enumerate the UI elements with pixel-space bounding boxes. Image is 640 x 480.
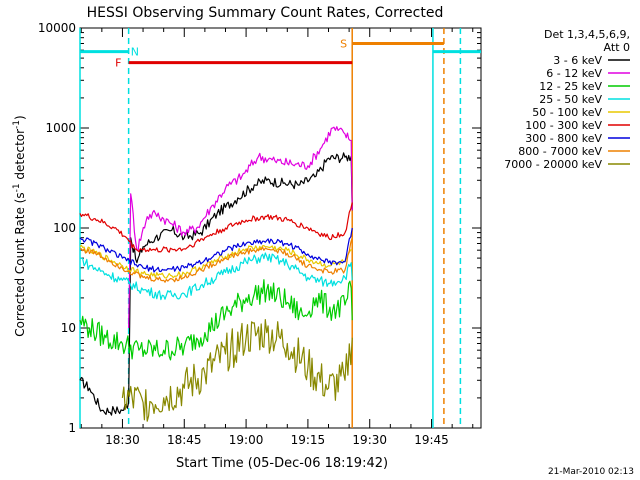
- y-axis-label-exp1: -1: [12, 183, 22, 192]
- x-tick-label: 18:30: [105, 433, 140, 447]
- legend-label: 100 - 300 keV: [525, 119, 602, 132]
- series-line: [79, 252, 353, 301]
- series-line: [79, 152, 353, 416]
- legend-label: 800 - 7000 keV: [518, 145, 602, 158]
- y-tick-label: 100: [53, 221, 76, 235]
- state-flag-label: N: [131, 46, 139, 59]
- series-line: [79, 237, 353, 283]
- x-axis-label: Start Time (05-Dec-06 18:19:42): [176, 456, 388, 471]
- footer-timestamp: 21-Mar-2010 02:13: [548, 467, 634, 477]
- legend-label: 25 - 50 keV: [539, 93, 602, 106]
- y-axis-label: Corrected Count Rate (s-1 detector-1): [12, 115, 27, 336]
- series-line: [128, 126, 353, 329]
- x-tick-label: 18:45: [167, 433, 202, 447]
- legend-label: 12 - 25 keV: [539, 80, 602, 93]
- series-line: [121, 319, 353, 422]
- x-tick-label: 19:00: [229, 433, 264, 447]
- series-line: [79, 202, 353, 253]
- y-tick-label: 10: [61, 321, 76, 335]
- y-tick-label: 1000: [45, 121, 76, 135]
- legend-label: 3 - 6 keV: [553, 54, 602, 67]
- state-flag-label: F: [115, 57, 121, 70]
- state-flag-label: S: [340, 37, 347, 50]
- x-tick-label: 19:30: [352, 433, 387, 447]
- y-tick-label: 10000: [38, 21, 76, 35]
- legend-label: 6 - 12 keV: [546, 67, 602, 80]
- chart-title: HESSI Observing Summary Count Rates, Cor…: [87, 5, 444, 21]
- series-line: [79, 279, 353, 361]
- x-tick-label: 19:15: [291, 433, 326, 447]
- legend-label: 7000 - 20000 keV: [504, 158, 602, 171]
- series-line: [79, 244, 353, 279]
- y-axis-label-exp2: -1: [12, 120, 22, 129]
- legend-label: 300 - 800 keV: [525, 132, 602, 145]
- y-axis-label-main: Corrected Count Rate (s: [13, 192, 27, 336]
- y-tick-label: 1: [68, 421, 76, 435]
- legend-title-line2: Att 0: [604, 41, 630, 54]
- series-line: [79, 227, 353, 273]
- plot-area: 1 10 100 1000 10000 18:30 18:45 19:00 19:15 19:30…: [38, 21, 630, 447]
- legend-title-line1: Det 1,3,4,5,6,9,: [544, 28, 630, 41]
- x-tick-label: 19:45: [414, 433, 449, 447]
- y-axis-label-mid: detector: [13, 129, 27, 184]
- y-axis-label-end: ): [13, 115, 27, 120]
- legend-label: 50 - 100 keV: [532, 106, 602, 119]
